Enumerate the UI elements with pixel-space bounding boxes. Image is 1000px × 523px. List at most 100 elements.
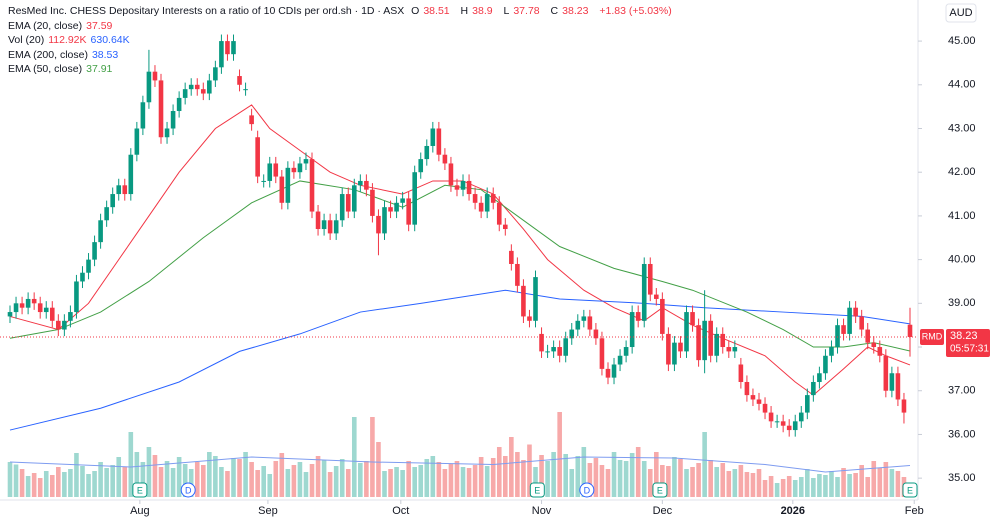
volume-bar <box>581 447 587 497</box>
candle-body <box>593 329 599 339</box>
volume-bar <box>213 456 218 497</box>
candle-body <box>92 242 97 260</box>
candle-body <box>515 263 520 286</box>
candle-body <box>720 333 726 348</box>
indicator-rows: EMA (20, close) 37.59 Vol (20) 112.92K 630.6… <box>8 19 676 77</box>
volume-bar <box>134 452 140 497</box>
volume-bar <box>672 457 677 497</box>
indicator-value: 38.53 <box>91 48 119 61</box>
candle-body <box>792 421 798 431</box>
volume-bar <box>629 453 635 497</box>
price-tag-label: 38.23 <box>950 330 978 342</box>
event-marker <box>579 482 595 498</box>
volume-bar <box>182 464 188 497</box>
candle-body <box>889 373 895 391</box>
candle-body <box>496 202 502 225</box>
candle-body <box>702 320 707 361</box>
event-label: D <box>185 485 192 495</box>
indicator-value: 37.91 <box>86 63 113 75</box>
candle-body <box>49 307 55 321</box>
candle-body <box>660 298 665 334</box>
volume-bar <box>400 470 405 497</box>
indicator-name: Vol (20) <box>8 34 45 46</box>
candle-body <box>170 111 176 129</box>
volume-bar <box>720 463 726 497</box>
candle-body <box>37 303 43 313</box>
volume-bar <box>539 455 544 497</box>
volume-bar <box>557 412 562 497</box>
candle-body <box>811 381 816 396</box>
volume-bar <box>798 477 804 497</box>
candle-body <box>786 425 792 431</box>
event-marker <box>180 482 196 498</box>
volume-bar <box>569 469 575 497</box>
candle-body <box>774 421 780 423</box>
volume-bar <box>786 476 792 497</box>
candle-body <box>484 194 490 212</box>
candle-body <box>871 342 877 348</box>
volume-bar <box>478 457 484 497</box>
ohlc-value: 38.9 <box>472 5 493 17</box>
candle-body <box>436 128 442 155</box>
volume-bar <box>158 467 164 497</box>
volume-bar <box>744 472 750 497</box>
candle-body <box>140 102 146 129</box>
volume-bar <box>74 453 79 497</box>
candle-body <box>635 312 641 321</box>
volume-bar <box>472 465 478 497</box>
ohlc-h: H 38.9 <box>461 5 497 17</box>
candle-body <box>200 89 206 94</box>
volume-bar <box>660 465 665 497</box>
event-marker <box>132 482 148 498</box>
volume-bar <box>496 447 502 497</box>
volume-bar <box>575 456 581 497</box>
event-label: E <box>657 485 663 495</box>
volume-bar <box>563 454 569 497</box>
volume-bar <box>617 460 623 497</box>
candle-body <box>351 185 357 212</box>
candle-body <box>86 259 91 273</box>
volume-bar <box>823 475 828 497</box>
volume-bar <box>25 476 31 497</box>
volume-bar <box>170 468 176 497</box>
candle-body <box>430 128 436 146</box>
candle-body <box>714 333 720 356</box>
volume-bar <box>164 461 170 497</box>
volume-bar <box>80 466 85 497</box>
candle-body <box>219 41 224 68</box>
indicator-row: EMA (200, close) 38.53 <box>8 48 676 63</box>
candle-body <box>901 399 907 413</box>
candle-body <box>466 180 472 195</box>
volume-bar <box>225 471 230 497</box>
volume-bar <box>599 465 605 497</box>
volume-bar <box>43 471 49 497</box>
candle-body <box>339 194 345 221</box>
legend: ResMed Inc. CHESS Depositary Interests o… <box>8 4 676 77</box>
volume-bar <box>31 473 37 497</box>
ohlc-key: O <box>411 5 420 17</box>
volume-bar <box>19 469 25 497</box>
candle-body <box>158 80 164 138</box>
candle-body <box>521 285 526 317</box>
y-tick-label: 43.00 <box>948 122 976 134</box>
candle-body <box>243 89 248 91</box>
volume-bar <box>527 444 532 497</box>
volume-bar <box>37 478 43 497</box>
candle-body <box>424 145 430 160</box>
candle-body <box>394 202 399 212</box>
volume-bar <box>249 462 254 497</box>
candle-body <box>859 316 864 330</box>
ohlc-value: 38.51 <box>423 5 450 17</box>
candle-body <box>188 84 194 90</box>
indicator-row: EMA (20, close) 37.59 <box>8 19 676 34</box>
volume-bar <box>811 478 816 497</box>
candle-body <box>364 180 369 190</box>
candle-body <box>509 250 514 264</box>
volume-bar <box>768 476 774 497</box>
volume-bar <box>315 456 321 497</box>
candle-body <box>19 303 25 308</box>
candle-body <box>817 373 822 382</box>
candle-body <box>654 294 659 299</box>
